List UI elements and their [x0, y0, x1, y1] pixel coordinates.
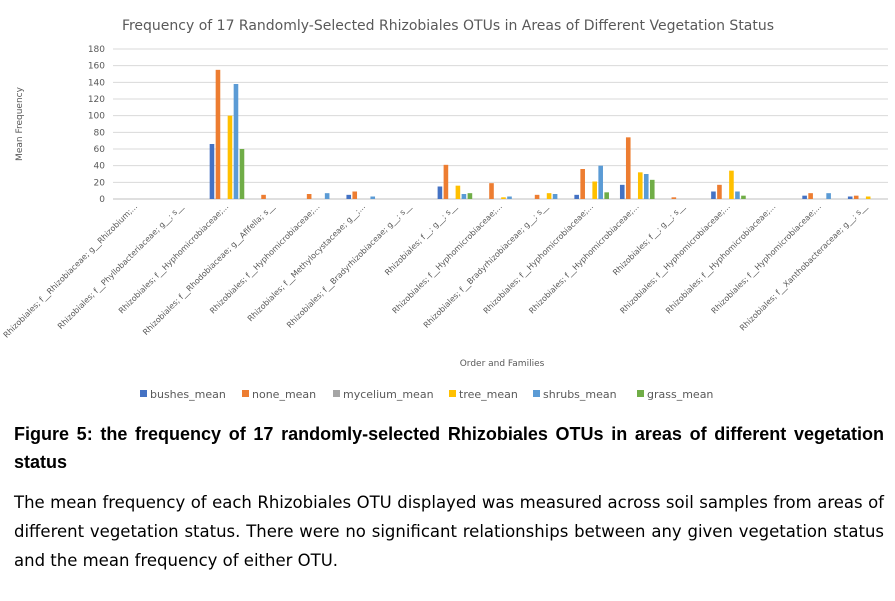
bar-shrubs_mean	[826, 193, 831, 199]
legend-swatch-bushes_mean	[140, 390, 147, 397]
y-tick-label: 0	[99, 195, 105, 205]
bar-none_mean	[215, 69, 221, 199]
bar-none_mean	[625, 137, 631, 199]
bar-none_mean	[443, 164, 449, 199]
bar-shrubs_mean	[598, 165, 603, 199]
bar-shrubs_mean	[461, 194, 467, 199]
bar-shrubs_mean	[507, 196, 512, 199]
bar-shrubs_mean	[552, 194, 558, 199]
bar-grass_mean	[604, 192, 609, 199]
y-tick-label: 20	[94, 178, 106, 188]
y-tick-label: 40	[94, 162, 106, 172]
y-tick-label: 180	[88, 45, 105, 55]
bar-tree_mean	[546, 193, 552, 199]
bar-bushes_mean	[574, 194, 579, 199]
y-tick-label: 60	[94, 145, 106, 155]
bar-shrubs_mean	[643, 174, 649, 199]
bar-none_mean	[534, 194, 540, 199]
legend-swatch-tree_mean	[449, 390, 456, 397]
bar-none_mean	[717, 184, 722, 199]
y-tick-label: 100	[88, 112, 105, 122]
y-tick-label: 140	[88, 78, 105, 88]
legend-label-shrubs_mean: shrubs_mean	[543, 388, 617, 401]
bar-bushes_mean	[346, 194, 352, 199]
y-tick-label: 160	[88, 62, 105, 72]
chart-title: Frequency of 17 Randomly-Selected Rhizob…	[122, 18, 774, 34]
bar-tree_mean	[865, 196, 871, 199]
legend-label-tree_mean: tree_mean	[459, 388, 518, 401]
y-tick-label: 120	[88, 95, 105, 105]
y-tick-label: 80	[94, 128, 106, 138]
x-axis-label: Order and Families	[460, 359, 545, 369]
bar-bushes_mean	[209, 144, 215, 199]
bar-grass_mean	[467, 193, 473, 199]
bar-tree_mean	[455, 185, 461, 199]
legend-swatch-shrubs_mean	[533, 390, 540, 397]
bar-chart: Frequency of 17 Randomly-Selected Rhizob…	[2, 18, 888, 401]
legend-label-bushes_mean: bushes_mean	[150, 388, 226, 401]
bar-shrubs_mean	[370, 196, 376, 199]
bar-bushes_mean	[802, 195, 807, 199]
figure-caption: Figure 5: the frequency of 17 randomly-s…	[14, 420, 884, 575]
y-axis-label: Mean Frequency	[15, 86, 25, 161]
figure-description: The mean frequency of each Rhizobiales O…	[14, 493, 884, 570]
bar-shrubs_mean	[324, 193, 330, 199]
chart-area: Frequency of 17 Randomly-Selected Rhizob…	[2, 18, 888, 401]
bar-shrubs_mean	[735, 191, 740, 199]
bar-bushes_mean	[847, 196, 853, 199]
bar-shrubs_mean	[233, 84, 239, 199]
bar-bushes_mean	[711, 191, 716, 199]
bar-tree_mean	[729, 170, 734, 199]
legend-label-grass_mean: grass_mean	[647, 388, 713, 401]
bar-none_mean	[808, 193, 813, 199]
bar-none_mean	[671, 197, 677, 199]
legend-swatch-mycelium_mean	[333, 390, 340, 397]
bar-tree_mean	[501, 197, 506, 199]
bar-bushes_mean	[437, 186, 443, 199]
legend-swatch-grass_mean	[637, 390, 644, 397]
bar-bushes_mean	[619, 184, 625, 199]
bar-tree_mean	[592, 181, 597, 199]
legend-label-none_mean: none_mean	[252, 388, 316, 401]
legend-swatch-none_mean	[242, 390, 249, 397]
bar-grass_mean	[649, 179, 655, 199]
bar-none_mean	[489, 183, 494, 199]
legend-label-mycelium_mean: mycelium_mean	[343, 388, 434, 401]
bar-none_mean	[352, 191, 358, 199]
bar-none_mean	[580, 169, 585, 199]
bar-none_mean	[306, 194, 312, 199]
bar-grass_mean	[741, 195, 746, 199]
figure-title: Figure 5: the frequency of 17 randomly-s…	[14, 424, 884, 472]
bar-none_mean	[853, 195, 859, 199]
bar-grass_mean	[239, 149, 245, 199]
bar-tree_mean	[227, 115, 233, 199]
bar-tree_mean	[637, 172, 643, 199]
bar-none_mean	[261, 194, 266, 199]
